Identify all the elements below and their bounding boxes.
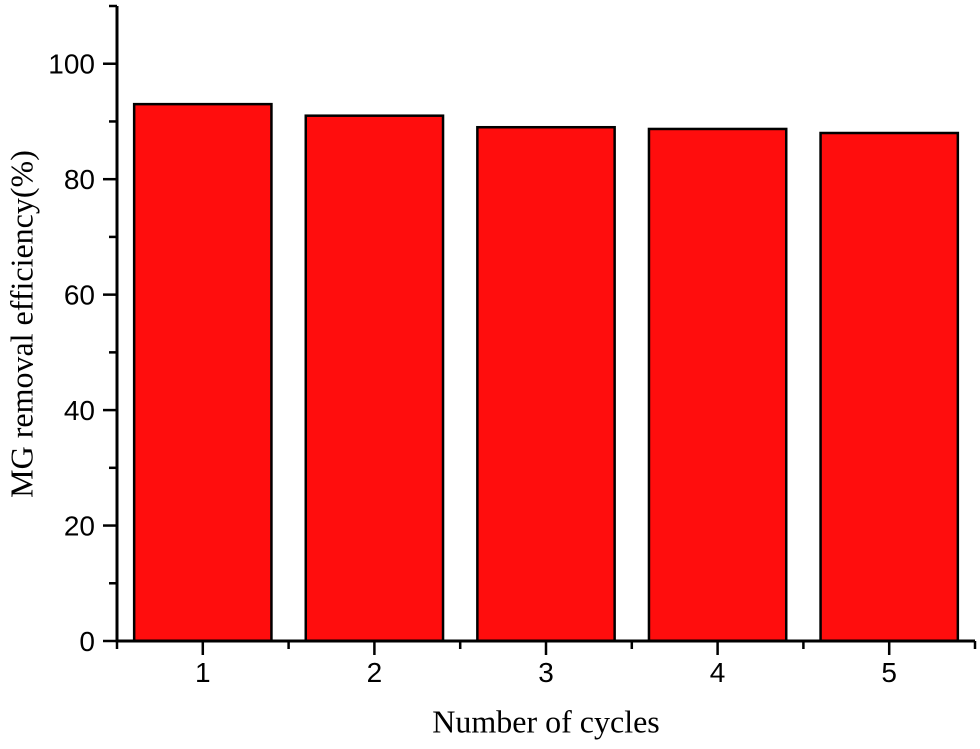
x-tick-label: 2 bbox=[367, 657, 383, 688]
bar-cycle-5 bbox=[819, 131, 960, 643]
y-tick-label: 80 bbox=[64, 164, 95, 195]
bar-cycle-4 bbox=[647, 127, 788, 643]
y-tick-label: 40 bbox=[64, 395, 95, 426]
y-axis-title: MG removal efficiency(%) bbox=[3, 150, 40, 498]
x-axis-title: Number of cycles bbox=[432, 703, 660, 740]
y-tick-label: 100 bbox=[48, 49, 95, 80]
y-tick-label: 20 bbox=[64, 511, 95, 542]
bar-cycle-3 bbox=[476, 125, 616, 643]
y-tick-label: 60 bbox=[64, 280, 95, 311]
x-tick-label: 5 bbox=[881, 657, 897, 688]
x-tick-label: 1 bbox=[195, 657, 211, 688]
bar-cycle-2 bbox=[304, 114, 445, 643]
bar-cycle-1 bbox=[132, 102, 273, 643]
x-tick-label: 3 bbox=[538, 657, 554, 688]
y-tick-label: 0 bbox=[79, 626, 95, 657]
x-tick-label: 4 bbox=[710, 657, 726, 688]
